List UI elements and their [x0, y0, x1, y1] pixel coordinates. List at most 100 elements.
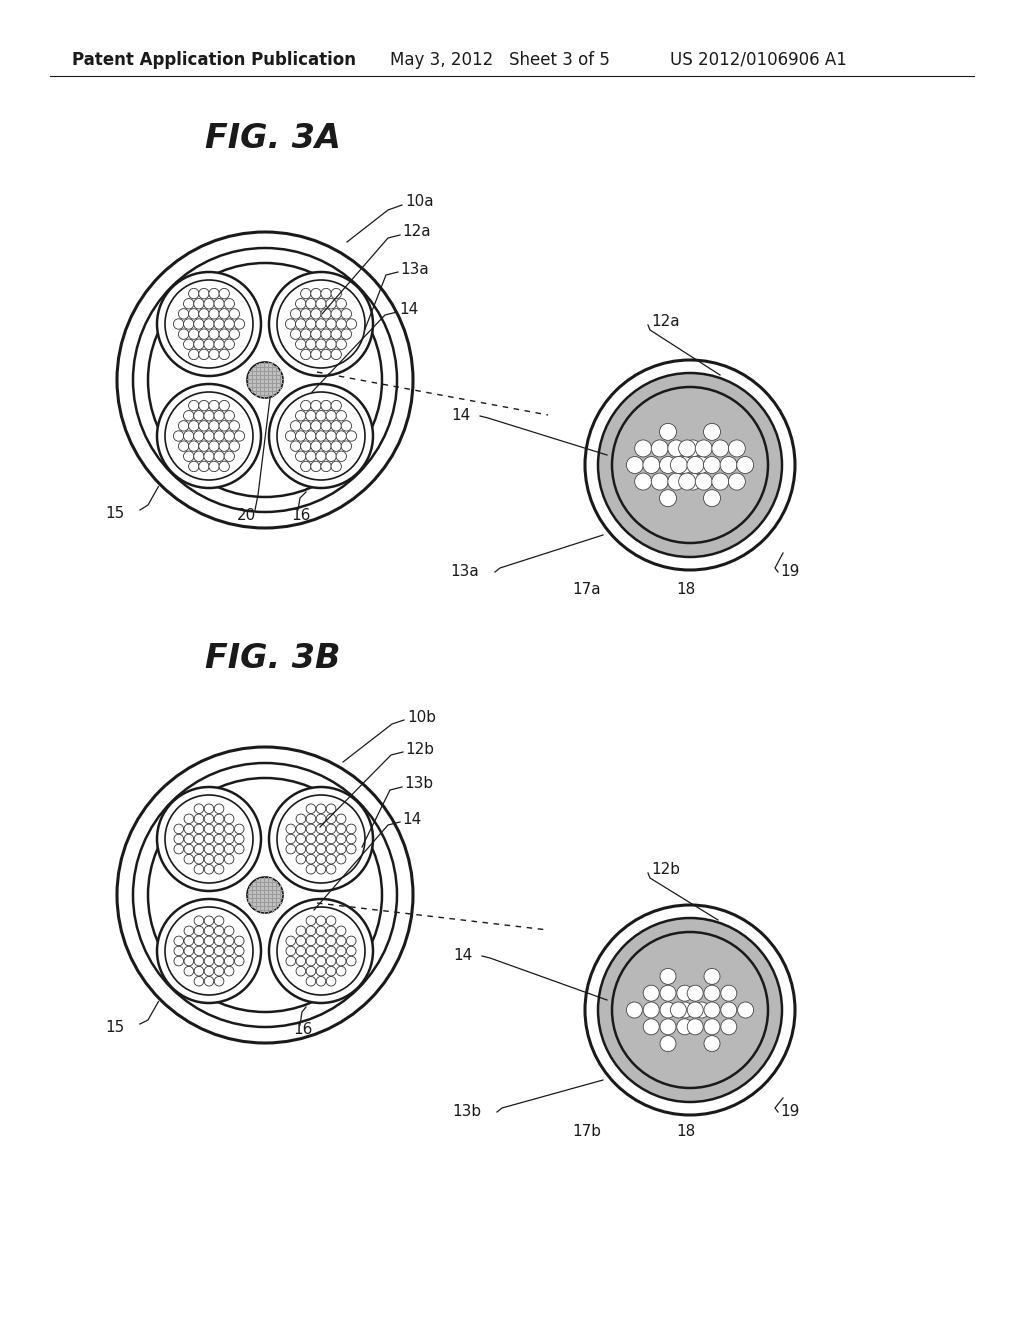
- Text: 16: 16: [293, 1023, 312, 1038]
- Circle shape: [679, 473, 695, 490]
- Circle shape: [204, 814, 214, 824]
- Circle shape: [209, 309, 219, 319]
- Circle shape: [598, 374, 782, 557]
- Circle shape: [736, 457, 754, 474]
- Circle shape: [721, 1019, 737, 1035]
- Circle shape: [219, 329, 229, 339]
- Circle shape: [327, 956, 336, 966]
- Circle shape: [209, 350, 219, 359]
- Circle shape: [204, 824, 214, 834]
- Circle shape: [316, 956, 326, 966]
- Text: 14: 14: [451, 408, 470, 424]
- Circle shape: [331, 329, 341, 339]
- Circle shape: [316, 916, 326, 925]
- Circle shape: [643, 1002, 659, 1018]
- Circle shape: [214, 854, 224, 865]
- Circle shape: [184, 956, 194, 966]
- Circle shape: [316, 936, 326, 945]
- Circle shape: [331, 400, 341, 411]
- Circle shape: [336, 854, 346, 865]
- Circle shape: [291, 329, 301, 339]
- Circle shape: [321, 461, 332, 471]
- Circle shape: [183, 411, 194, 421]
- Circle shape: [209, 329, 219, 339]
- Circle shape: [214, 804, 224, 813]
- Circle shape: [336, 814, 346, 824]
- Circle shape: [659, 424, 677, 441]
- Circle shape: [336, 936, 346, 945]
- Circle shape: [209, 461, 219, 471]
- Circle shape: [234, 430, 245, 441]
- Circle shape: [695, 473, 713, 490]
- Circle shape: [199, 288, 209, 298]
- Circle shape: [195, 834, 204, 843]
- Circle shape: [341, 329, 351, 339]
- Circle shape: [721, 985, 737, 1001]
- Circle shape: [346, 845, 356, 854]
- Circle shape: [693, 1002, 710, 1018]
- Circle shape: [269, 787, 373, 891]
- Circle shape: [174, 845, 183, 854]
- Circle shape: [659, 490, 677, 507]
- Circle shape: [660, 1019, 676, 1035]
- Circle shape: [326, 298, 336, 309]
- Circle shape: [327, 854, 336, 865]
- Circle shape: [327, 966, 336, 975]
- Circle shape: [214, 319, 224, 329]
- Circle shape: [204, 956, 214, 966]
- Circle shape: [310, 350, 322, 359]
- Circle shape: [204, 845, 214, 854]
- Circle shape: [199, 309, 209, 319]
- Circle shape: [327, 977, 336, 986]
- Circle shape: [204, 916, 214, 925]
- Circle shape: [305, 451, 316, 462]
- Circle shape: [660, 1036, 676, 1052]
- Circle shape: [310, 309, 322, 319]
- Circle shape: [346, 430, 356, 441]
- Circle shape: [224, 430, 234, 441]
- Circle shape: [133, 763, 397, 1027]
- Circle shape: [157, 272, 261, 376]
- Circle shape: [712, 473, 729, 490]
- Circle shape: [214, 451, 224, 462]
- Circle shape: [148, 777, 382, 1012]
- Text: May 3, 2012   Sheet 3 of 5: May 3, 2012 Sheet 3 of 5: [390, 51, 610, 69]
- Circle shape: [310, 329, 322, 339]
- Circle shape: [194, 298, 204, 309]
- Circle shape: [224, 298, 234, 309]
- Circle shape: [336, 824, 346, 834]
- Circle shape: [306, 977, 315, 986]
- Circle shape: [229, 441, 240, 451]
- Circle shape: [204, 339, 214, 350]
- Circle shape: [224, 411, 234, 421]
- Circle shape: [219, 288, 229, 298]
- Circle shape: [336, 319, 346, 329]
- Circle shape: [157, 899, 261, 1003]
- Circle shape: [336, 298, 346, 309]
- Circle shape: [336, 845, 346, 854]
- Text: FIG. 3A: FIG. 3A: [205, 121, 341, 154]
- Circle shape: [214, 834, 224, 843]
- Circle shape: [188, 421, 199, 432]
- Circle shape: [301, 461, 311, 471]
- Circle shape: [660, 969, 676, 985]
- Circle shape: [229, 309, 240, 319]
- Circle shape: [178, 309, 188, 319]
- Circle shape: [184, 854, 194, 865]
- Circle shape: [117, 747, 413, 1043]
- Circle shape: [305, 319, 316, 329]
- Circle shape: [269, 384, 373, 488]
- Text: 14: 14: [402, 812, 421, 826]
- Circle shape: [183, 298, 194, 309]
- Circle shape: [643, 457, 659, 474]
- Circle shape: [195, 956, 204, 966]
- Circle shape: [316, 814, 326, 824]
- Circle shape: [214, 411, 224, 421]
- Text: 17b: 17b: [572, 1125, 601, 1139]
- Text: 18: 18: [676, 1125, 695, 1139]
- Circle shape: [336, 451, 346, 462]
- Circle shape: [705, 969, 720, 985]
- Circle shape: [336, 339, 346, 350]
- Circle shape: [184, 834, 194, 843]
- Circle shape: [315, 298, 327, 309]
